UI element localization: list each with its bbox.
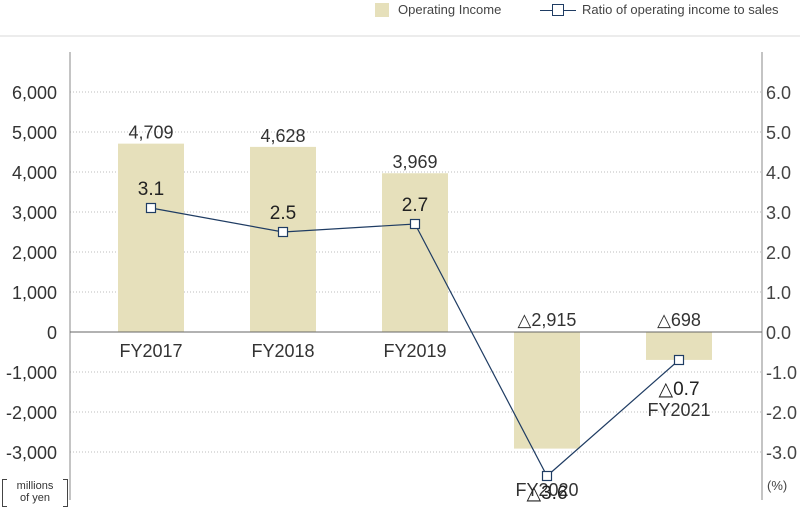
- right-tick-label: -1.0: [766, 363, 797, 383]
- left-axis-unit: millions of yen: [2, 479, 68, 509]
- category-label: FY2018: [251, 341, 314, 361]
- chart-legend: Operating Income Ratio of operating inco…: [0, 0, 800, 20]
- left-tick-label: 5,000: [12, 123, 57, 143]
- legend-item-ratio: Ratio of operating income to sales: [540, 2, 779, 17]
- left-tick-label: 6,000: [12, 83, 57, 103]
- right-tick-label: 6.0: [766, 83, 791, 103]
- right-tick-label: 2.0: [766, 243, 791, 263]
- ratio-marker: [277, 226, 289, 238]
- left-tick-label: -2,000: [6, 403, 57, 423]
- category-label: FY2021: [647, 400, 710, 420]
- left-tick-label: 2,000: [12, 243, 57, 263]
- ratio-value-label: 3.1: [138, 179, 164, 200]
- bar: [118, 143, 184, 332]
- left-tick-label: 3,000: [12, 203, 57, 223]
- right-tick-label: -2.0: [766, 403, 797, 423]
- ratio-value-label: △3.6: [526, 483, 567, 504]
- ratio-marker: [409, 218, 421, 230]
- left-tick-label: -1,000: [6, 363, 57, 383]
- ratio-marker: [541, 470, 553, 482]
- bar: [514, 332, 580, 449]
- right-tick-label: 4.0: [766, 163, 791, 183]
- legend-item-operating-income: Operating Income: [375, 2, 501, 17]
- bar-value-label: 4,709: [128, 123, 173, 143]
- left-tick-label: -3,000: [6, 443, 57, 463]
- right-tick-label: -3.0: [766, 443, 797, 463]
- right-tick-label: 3.0: [766, 203, 791, 223]
- right-tick-label: 1.0: [766, 283, 791, 303]
- legend-bar-swatch: [375, 2, 389, 17]
- right-axis-unit: (%): [767, 478, 788, 493]
- bar-value-label: 3,969: [392, 152, 437, 172]
- category-label: FY2017: [119, 341, 182, 361]
- ratio-value-label: 2.5: [270, 203, 296, 224]
- legend-label-ratio: Ratio of operating income to sales: [582, 2, 779, 17]
- ratio-value-label: △0.7: [658, 379, 699, 400]
- bar-value-label: 4,628: [260, 126, 305, 146]
- left-tick-label: 4,000: [12, 163, 57, 183]
- legend-line-marker: [540, 3, 576, 17]
- left-unit-line2: of yen: [20, 492, 50, 504]
- bar-value-label: △2,915: [518, 310, 577, 330]
- left-tick-label: 1,000: [12, 283, 57, 303]
- legend-label-operating-income: Operating Income: [398, 2, 502, 17]
- category-label: FY2019: [383, 341, 446, 361]
- ratio-marker: [673, 354, 685, 366]
- left-unit-line1: millions: [16, 480, 54, 492]
- right-tick-label: 0.0: [766, 323, 791, 343]
- ratio-value-label: 2.7: [402, 195, 428, 216]
- bar-value-label: △698: [657, 310, 701, 330]
- bar: [250, 146, 316, 332]
- category-label: FY2020: [515, 480, 578, 500]
- ratio-marker: [145, 202, 157, 214]
- left-tick-label: 0: [47, 323, 57, 343]
- right-tick-label: 5.0: [766, 123, 791, 143]
- bar: [382, 173, 448, 332]
